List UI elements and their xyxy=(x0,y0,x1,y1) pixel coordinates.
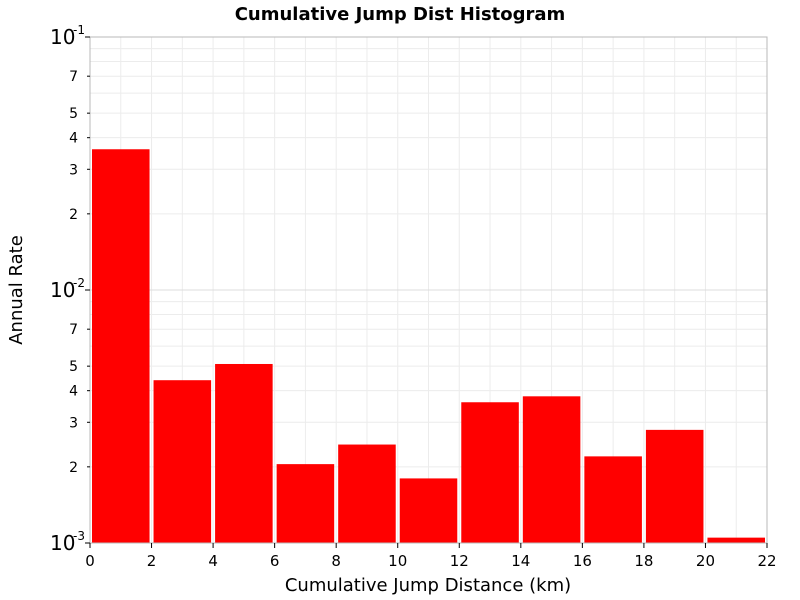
y-minor-tick-label: 4 xyxy=(69,131,78,147)
histogram-bar xyxy=(276,464,335,543)
histogram-bar xyxy=(215,363,273,543)
y-minor-tick-label: 7 xyxy=(69,322,78,338)
histogram-bar xyxy=(399,478,458,543)
x-axis-label: Cumulative Jump Distance (km) xyxy=(285,575,571,596)
x-tick-label: 22 xyxy=(757,552,776,570)
x-tick-label: 4 xyxy=(208,552,218,570)
y-decade-exponent: -3 xyxy=(73,529,85,543)
x-tick-label: 8 xyxy=(331,552,341,570)
histogram-bar xyxy=(707,537,765,543)
y-minor-tick-label: 5 xyxy=(69,106,78,122)
y-minor-tick-label: 3 xyxy=(69,162,78,178)
histogram-bar xyxy=(522,396,581,543)
y-minor-tick-label: 3 xyxy=(69,415,78,431)
x-tick-label: 2 xyxy=(147,552,157,570)
histogram-bar xyxy=(92,149,150,543)
y-minor-tick-label: 7 xyxy=(69,69,78,85)
y-minor-tick-label: 2 xyxy=(69,207,78,223)
histogram-bar xyxy=(153,380,212,543)
histogram-bar xyxy=(461,402,519,543)
y-decade-exponent: -1 xyxy=(73,23,85,37)
x-tick-label: 12 xyxy=(450,552,469,570)
y-minor-tick-label: 4 xyxy=(69,384,78,400)
x-tick-label: 0 xyxy=(85,552,95,570)
x-tick-label: 20 xyxy=(696,552,715,570)
y-decade-label: 10 xyxy=(50,278,75,302)
bars xyxy=(92,149,765,543)
x-tick-label: 10 xyxy=(388,552,407,570)
x-tick-label: 18 xyxy=(634,552,653,570)
y-decade-label: 10 xyxy=(50,25,75,49)
y-decade-label: 10 xyxy=(50,531,75,555)
y-minor-tick-label: 2 xyxy=(69,460,78,476)
x-tick-label: 16 xyxy=(573,552,592,570)
y-axis-label: Annual Rate xyxy=(6,235,27,345)
y-decade-exponent: -2 xyxy=(73,276,85,290)
histogram-bar xyxy=(584,456,642,543)
y-minor-tick-label: 5 xyxy=(69,359,78,375)
x-tick-label: 14 xyxy=(511,552,530,570)
histogram-bar xyxy=(338,444,396,543)
x-axis-ticks: 0 2 4 6 8 10 12 14 16 18 20 22 xyxy=(85,543,777,570)
x-tick-label: 6 xyxy=(270,552,280,570)
chart-title: Cumulative Jump Dist Histogram xyxy=(235,4,566,25)
histogram-bar xyxy=(645,429,704,543)
